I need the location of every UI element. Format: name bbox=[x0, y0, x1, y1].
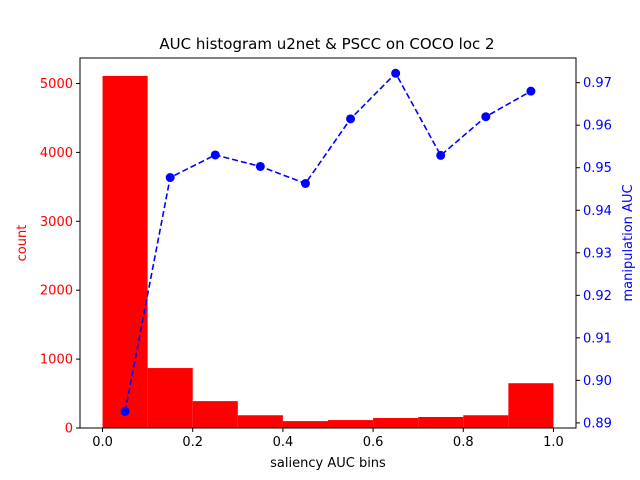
chart-title: AUC histogram u2net & PSCC on COCO loc 2 bbox=[159, 35, 494, 53]
histogram-bar bbox=[328, 420, 374, 428]
y-left-tick-label: 0 bbox=[65, 422, 73, 437]
x-axis: 0.0 0.2 0.4 0.6 0.8 1.0 bbox=[92, 428, 564, 450]
auc-point bbox=[165, 173, 175, 183]
y-right-tick-label: 0.96 bbox=[583, 119, 612, 134]
auc-point bbox=[391, 68, 401, 78]
histogram-bar bbox=[373, 418, 419, 428]
auc-point bbox=[210, 150, 220, 160]
y-right-tick-label: 0.91 bbox=[583, 331, 612, 346]
y-right-tick-label: 0.92 bbox=[583, 289, 612, 304]
auc-point bbox=[481, 112, 491, 122]
line-layer bbox=[120, 68, 536, 416]
y-left-tick-label: 3000 bbox=[40, 215, 73, 230]
auc-point bbox=[255, 161, 265, 171]
x-axis-label: saliency AUC bins bbox=[270, 456, 386, 471]
histogram-bar bbox=[192, 401, 238, 428]
y-right-tick-label: 0.94 bbox=[583, 204, 612, 219]
histogram-bar bbox=[237, 415, 283, 428]
y-right-tick-label: 0.93 bbox=[583, 246, 612, 261]
y-left-tick-label: 2000 bbox=[40, 284, 73, 299]
x-tick-label: 0.4 bbox=[273, 435, 294, 450]
x-tick-label: 0.8 bbox=[453, 435, 474, 450]
x-tick-label: 0.6 bbox=[363, 435, 384, 450]
plot-frame bbox=[79, 57, 577, 429]
y-right-tick-label: 0.90 bbox=[583, 374, 612, 389]
x-tick-label: 1.0 bbox=[543, 435, 564, 450]
y-right-tick-label: 0.97 bbox=[583, 76, 612, 91]
auc-line bbox=[124, 71, 532, 412]
y-left-tick-label: 4000 bbox=[40, 146, 73, 161]
bars-layer bbox=[102, 75, 554, 428]
y-right-tick-label: 0.95 bbox=[583, 161, 612, 176]
y-axis-left: 0 1000 2000 3000 4000 5000 bbox=[40, 77, 80, 437]
y-right-tick-label: 0.89 bbox=[583, 416, 612, 431]
auc-point bbox=[526, 86, 536, 96]
histogram-bar bbox=[102, 75, 148, 428]
histogram-bar bbox=[282, 421, 328, 428]
auc-point bbox=[436, 150, 446, 160]
histogram-bar bbox=[418, 416, 464, 428]
y-left-tick-label: 1000 bbox=[40, 353, 73, 368]
y-axis-right: 0.89 0.90 0.91 0.92 0.93 0.94 0.95 0.96 0.97 bbox=[576, 76, 612, 431]
x-tick-label: 0.2 bbox=[182, 435, 203, 450]
y-axis-left-label: count bbox=[15, 225, 30, 262]
auc-point bbox=[346, 114, 356, 124]
auc-point bbox=[120, 406, 130, 416]
histogram-bar bbox=[147, 368, 193, 428]
y-axis-right-label: manipulation AUC bbox=[621, 184, 636, 301]
auc-point bbox=[300, 178, 310, 188]
y-left-tick-label: 5000 bbox=[40, 77, 73, 92]
histogram-bar bbox=[463, 415, 509, 428]
histogram-bar bbox=[508, 383, 554, 428]
x-tick-label: 0.0 bbox=[92, 435, 113, 450]
